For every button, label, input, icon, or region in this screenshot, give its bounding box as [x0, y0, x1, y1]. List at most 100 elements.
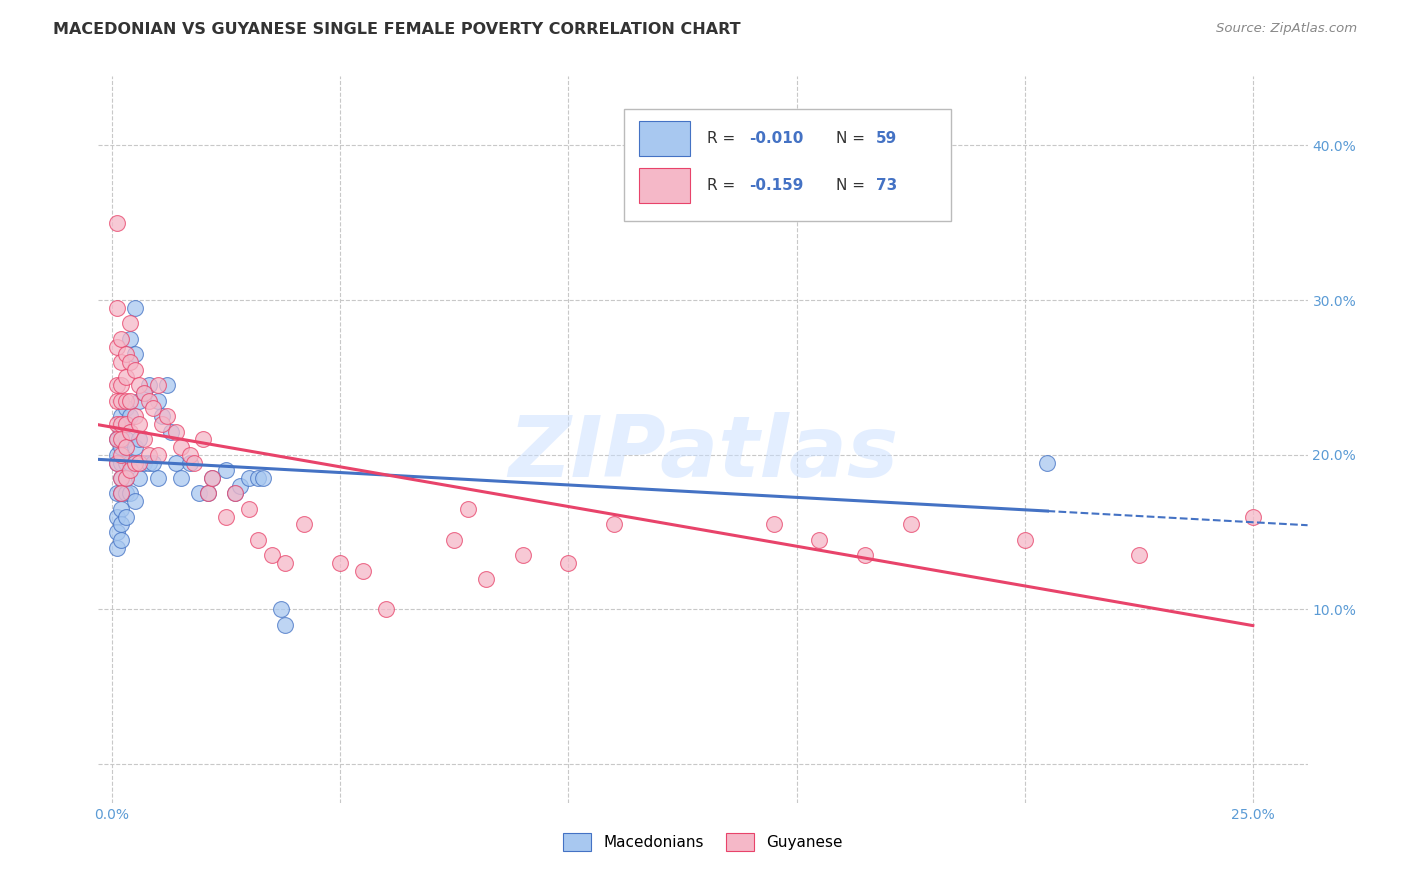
- Point: [114, 471, 136, 485]
- Point: [105, 448, 128, 462]
- Point: [128, 456, 150, 470]
- Text: MACEDONIAN VS GUYANESE SINGLE FEMALE POVERTY CORRELATION CHART: MACEDONIAN VS GUYANESE SINGLE FEMALE POV…: [53, 22, 741, 37]
- Point: [124, 494, 146, 508]
- Point: [457, 502, 479, 516]
- Point: [475, 572, 498, 586]
- Point: [120, 332, 142, 346]
- Point: [110, 440, 132, 454]
- Point: [146, 471, 169, 485]
- Point: [110, 517, 132, 532]
- Point: [292, 517, 315, 532]
- Point: [128, 378, 150, 392]
- Point: [201, 471, 224, 485]
- FancyBboxPatch shape: [624, 109, 950, 221]
- Point: [120, 456, 142, 470]
- Text: 59: 59: [876, 131, 897, 145]
- Point: [1014, 533, 1036, 547]
- Point: [128, 417, 150, 431]
- Point: [105, 456, 128, 470]
- Point: [150, 409, 173, 423]
- Point: [110, 417, 132, 431]
- Point: [142, 456, 165, 470]
- Point: [105, 525, 128, 540]
- Point: [762, 517, 785, 532]
- Point: [1036, 456, 1059, 470]
- Point: [120, 425, 142, 439]
- Point: [114, 417, 136, 431]
- Point: [215, 509, 238, 524]
- Point: [165, 425, 187, 439]
- Point: [260, 549, 283, 563]
- Point: [110, 486, 132, 500]
- Point: [197, 486, 219, 500]
- Text: -0.159: -0.159: [749, 178, 803, 193]
- Point: [105, 433, 128, 447]
- Point: [120, 486, 142, 500]
- Point: [247, 533, 270, 547]
- Point: [900, 517, 922, 532]
- Point: [274, 618, 297, 632]
- Point: [193, 433, 215, 447]
- Point: [120, 355, 142, 369]
- Point: [124, 440, 146, 454]
- Text: R =: R =: [707, 178, 740, 193]
- Point: [169, 440, 191, 454]
- Point: [105, 456, 128, 470]
- Point: [150, 417, 173, 431]
- Point: [169, 471, 191, 485]
- Point: [1128, 549, 1150, 563]
- Point: [853, 549, 876, 563]
- Point: [128, 393, 150, 408]
- Point: [329, 556, 352, 570]
- Text: N =: N =: [837, 131, 870, 145]
- Point: [105, 301, 128, 315]
- Point: [105, 541, 128, 555]
- Point: [105, 417, 128, 431]
- Point: [270, 602, 292, 616]
- Text: N =: N =: [837, 178, 870, 193]
- Point: [114, 456, 136, 470]
- Point: [120, 316, 142, 330]
- Point: [105, 486, 128, 500]
- Point: [110, 355, 132, 369]
- Point: [132, 456, 155, 470]
- Point: [124, 301, 146, 315]
- Point: [114, 471, 136, 485]
- Point: [110, 471, 132, 485]
- Point: [105, 433, 128, 447]
- Point: [114, 347, 136, 361]
- Point: [146, 393, 169, 408]
- Point: [224, 486, 246, 500]
- FancyBboxPatch shape: [638, 121, 690, 156]
- Point: [603, 517, 626, 532]
- Point: [201, 471, 224, 485]
- Point: [229, 479, 252, 493]
- Point: [138, 378, 160, 392]
- Point: [512, 549, 534, 563]
- Point: [352, 564, 374, 578]
- Point: [252, 471, 274, 485]
- Point: [110, 486, 132, 500]
- Point: [110, 533, 132, 547]
- Point: [110, 425, 132, 439]
- Point: [238, 471, 260, 485]
- Point: [1241, 509, 1264, 524]
- Point: [443, 533, 465, 547]
- Point: [274, 556, 297, 570]
- Text: ZIPatlas: ZIPatlas: [508, 412, 898, 495]
- Point: [110, 378, 132, 392]
- Point: [146, 448, 169, 462]
- Point: [146, 378, 169, 392]
- Point: [110, 456, 132, 470]
- Point: [114, 393, 136, 408]
- Point: [128, 433, 150, 447]
- Point: [110, 409, 132, 423]
- Point: [114, 440, 136, 454]
- Point: [110, 471, 132, 485]
- Point: [132, 385, 155, 400]
- Point: [110, 433, 132, 447]
- Point: [120, 409, 142, 423]
- Point: [808, 533, 831, 547]
- Point: [114, 486, 136, 500]
- Text: -0.010: -0.010: [749, 131, 803, 145]
